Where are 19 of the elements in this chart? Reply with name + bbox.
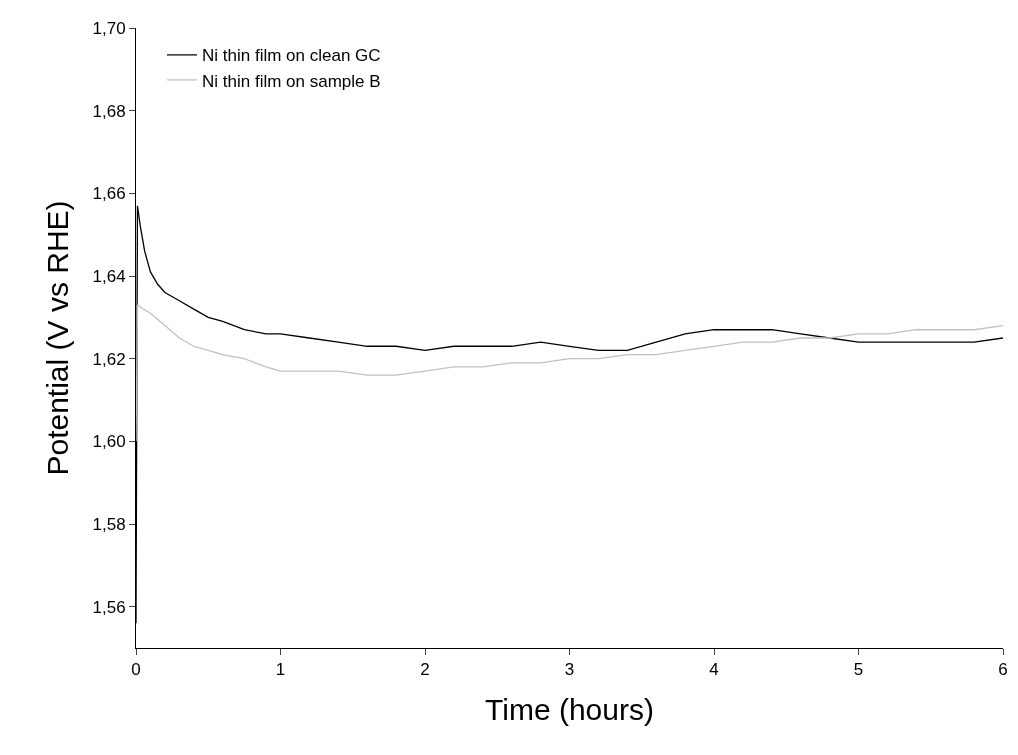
legend-label: Ni thin film on clean GC <box>202 46 381 66</box>
y-tick-label: 1,64 <box>92 266 126 286</box>
y-tick-label: 1,56 <box>92 597 126 617</box>
x-tick-label: 2 <box>420 660 430 680</box>
y-tick-label: 1,58 <box>92 514 126 534</box>
y-tick-label: 1,66 <box>92 184 126 204</box>
x-tick-label: 4 <box>709 660 719 680</box>
x-axis-title: Time (hours) <box>485 692 654 726</box>
x-tick-label: 5 <box>853 660 864 680</box>
x-tick-label: 0 <box>131 660 141 680</box>
y-axis-title: Potential (V vs RHE) <box>40 200 74 476</box>
x-tick-label: 3 <box>564 660 575 680</box>
legend-label: Ni thin film on sample B <box>202 71 381 91</box>
y-tick-label: 1,68 <box>92 101 126 121</box>
y-tick-label: 1,62 <box>92 349 126 369</box>
y-tick-label: 1,60 <box>92 432 126 452</box>
x-tick-label: 1 <box>275 660 286 680</box>
y-tick-label: 1,70 <box>92 18 126 38</box>
x-tick-label: 6 <box>998 660 1008 680</box>
